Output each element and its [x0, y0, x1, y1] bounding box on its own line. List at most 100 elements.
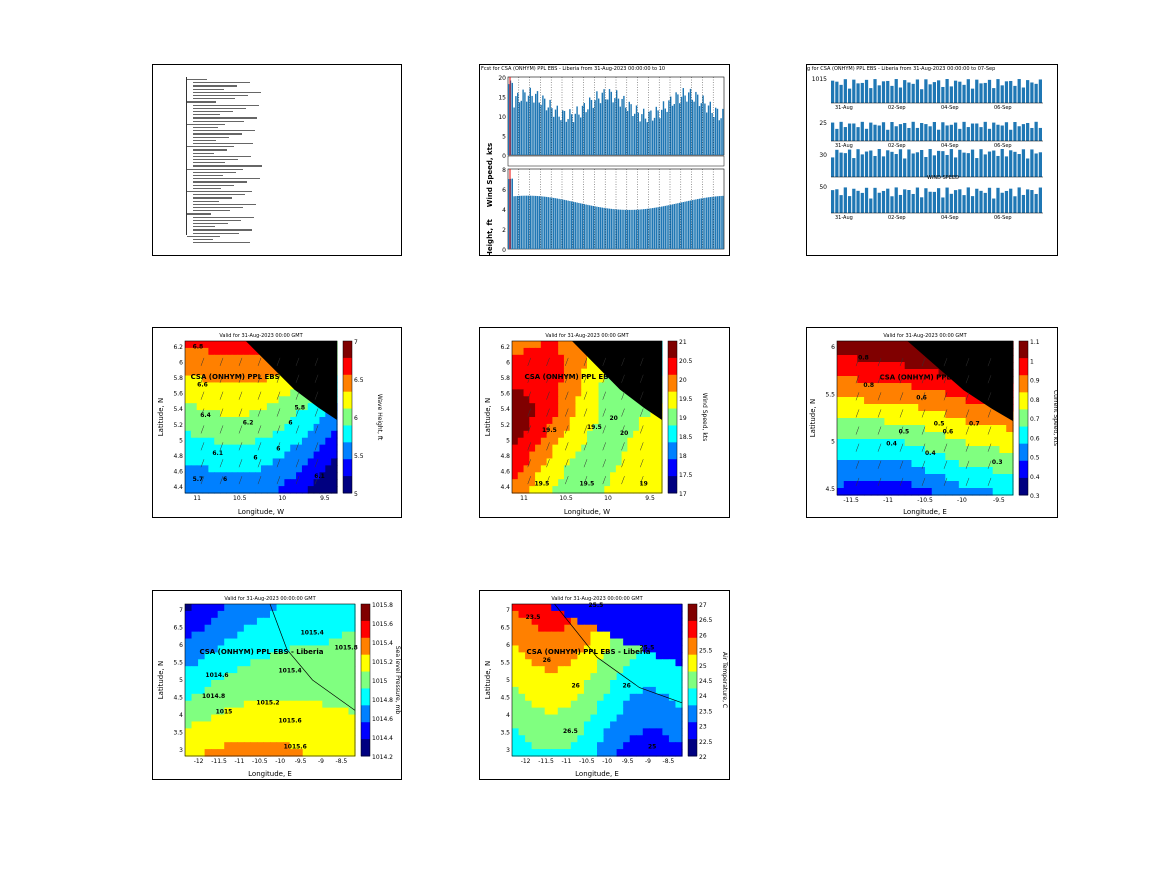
field-cell: [544, 604, 552, 612]
field-cell: [546, 354, 553, 363]
field-cell: [512, 624, 520, 633]
colorbar-segment: [668, 391, 677, 410]
field-cell: [225, 465, 233, 473]
bar: [652, 120, 654, 155]
field-cell: [642, 624, 650, 633]
field-cell: [211, 624, 219, 633]
field-cell: [675, 645, 683, 653]
field-cell: [587, 451, 594, 460]
field-cell: [512, 375, 519, 384]
field-cell: [563, 410, 571, 418]
field-cell: [512, 396, 519, 404]
field-cell: [952, 453, 960, 461]
field-cell: [864, 481, 872, 489]
field-cell: [938, 453, 946, 461]
map-title: Valid for 31-Aug-2023 00:00 GMT: [545, 333, 629, 339]
field-cell: [517, 361, 525, 370]
field-cell: [557, 645, 565, 653]
field-cell: [972, 488, 980, 496]
field-cell: [289, 700, 297, 709]
field-cell: [266, 486, 274, 494]
field-cell: [557, 659, 565, 667]
field-cell: [325, 430, 332, 439]
field-cell: [992, 467, 1001, 475]
date-tick-label: 04-Sep: [941, 105, 959, 111]
field-cell: [250, 742, 258, 750]
field-cell: [289, 652, 297, 660]
field-cell: [575, 479, 582, 487]
field-cell: [535, 382, 542, 390]
field-cell: [952, 460, 960, 468]
field-cell: [263, 610, 271, 619]
field-cell: [276, 638, 284, 647]
text-line: [193, 187, 221, 190]
field-cell: [583, 721, 592, 729]
field-cell: [958, 467, 967, 475]
bar: [949, 193, 953, 213]
field-cell: [891, 383, 899, 391]
field-cell: [583, 707, 592, 716]
field-cell: [897, 355, 906, 363]
field-cell: [529, 451, 536, 460]
field-cell: [603, 680, 611, 688]
bar: [720, 195, 722, 249]
field-cell: [208, 465, 215, 473]
field-cell: [931, 467, 940, 475]
field-cell: [296, 659, 304, 667]
field-cell: [284, 458, 291, 466]
field-cell: [535, 375, 542, 384]
field-cell: [590, 631, 598, 640]
text-line: [193, 171, 236, 174]
y-tick-label: 5.2: [173, 422, 183, 429]
bar: [843, 79, 847, 103]
text-line: [193, 107, 246, 110]
field-cell: [603, 721, 611, 729]
field-cell: [250, 714, 258, 723]
field-cell: [296, 444, 303, 453]
field-cell: [597, 686, 605, 695]
field-cell: [249, 444, 256, 453]
field-cell: [675, 721, 683, 729]
field-cell: [837, 467, 845, 475]
field-cell: [518, 673, 526, 681]
field-cell: [525, 749, 533, 757]
field-cell: [341, 673, 350, 681]
field-cell: [668, 707, 677, 716]
bar: [646, 208, 648, 249]
field-cell: [319, 465, 326, 473]
colorbar-segment: [668, 425, 677, 443]
field-cell: [884, 418, 892, 426]
field-cell: [629, 631, 637, 640]
field-cell: [587, 430, 594, 439]
field-cell: [190, 423, 198, 432]
field-cell: [615, 451, 623, 460]
field-cell: [190, 368, 198, 377]
bar: [1034, 193, 1038, 213]
field-cell: [191, 700, 199, 709]
colorbar-segment: [668, 459, 677, 477]
field-cell: [636, 749, 644, 757]
field-cell: [621, 472, 628, 480]
bar: [664, 108, 666, 155]
bar: [538, 102, 540, 155]
field-cell: [655, 749, 663, 757]
field-cell: [850, 376, 858, 384]
field-cell: [302, 714, 310, 723]
field-cell: [518, 686, 526, 695]
colorbar-segment: [1019, 392, 1028, 410]
field-cell: [985, 404, 994, 412]
field-cell: [243, 444, 250, 453]
field-cell: [284, 437, 291, 446]
field-cell: [518, 735, 526, 743]
vector-arrow: [219, 425, 224, 434]
field-cell: [225, 347, 233, 356]
field-cell: [190, 444, 198, 453]
field-cell: [325, 444, 332, 453]
field-cell: [633, 451, 640, 460]
field-cell: [208, 361, 215, 370]
field-cell: [278, 486, 285, 494]
bar: [979, 83, 983, 103]
field-cell: [918, 467, 926, 475]
field-cell: [650, 458, 657, 466]
field-cell: [563, 437, 571, 446]
